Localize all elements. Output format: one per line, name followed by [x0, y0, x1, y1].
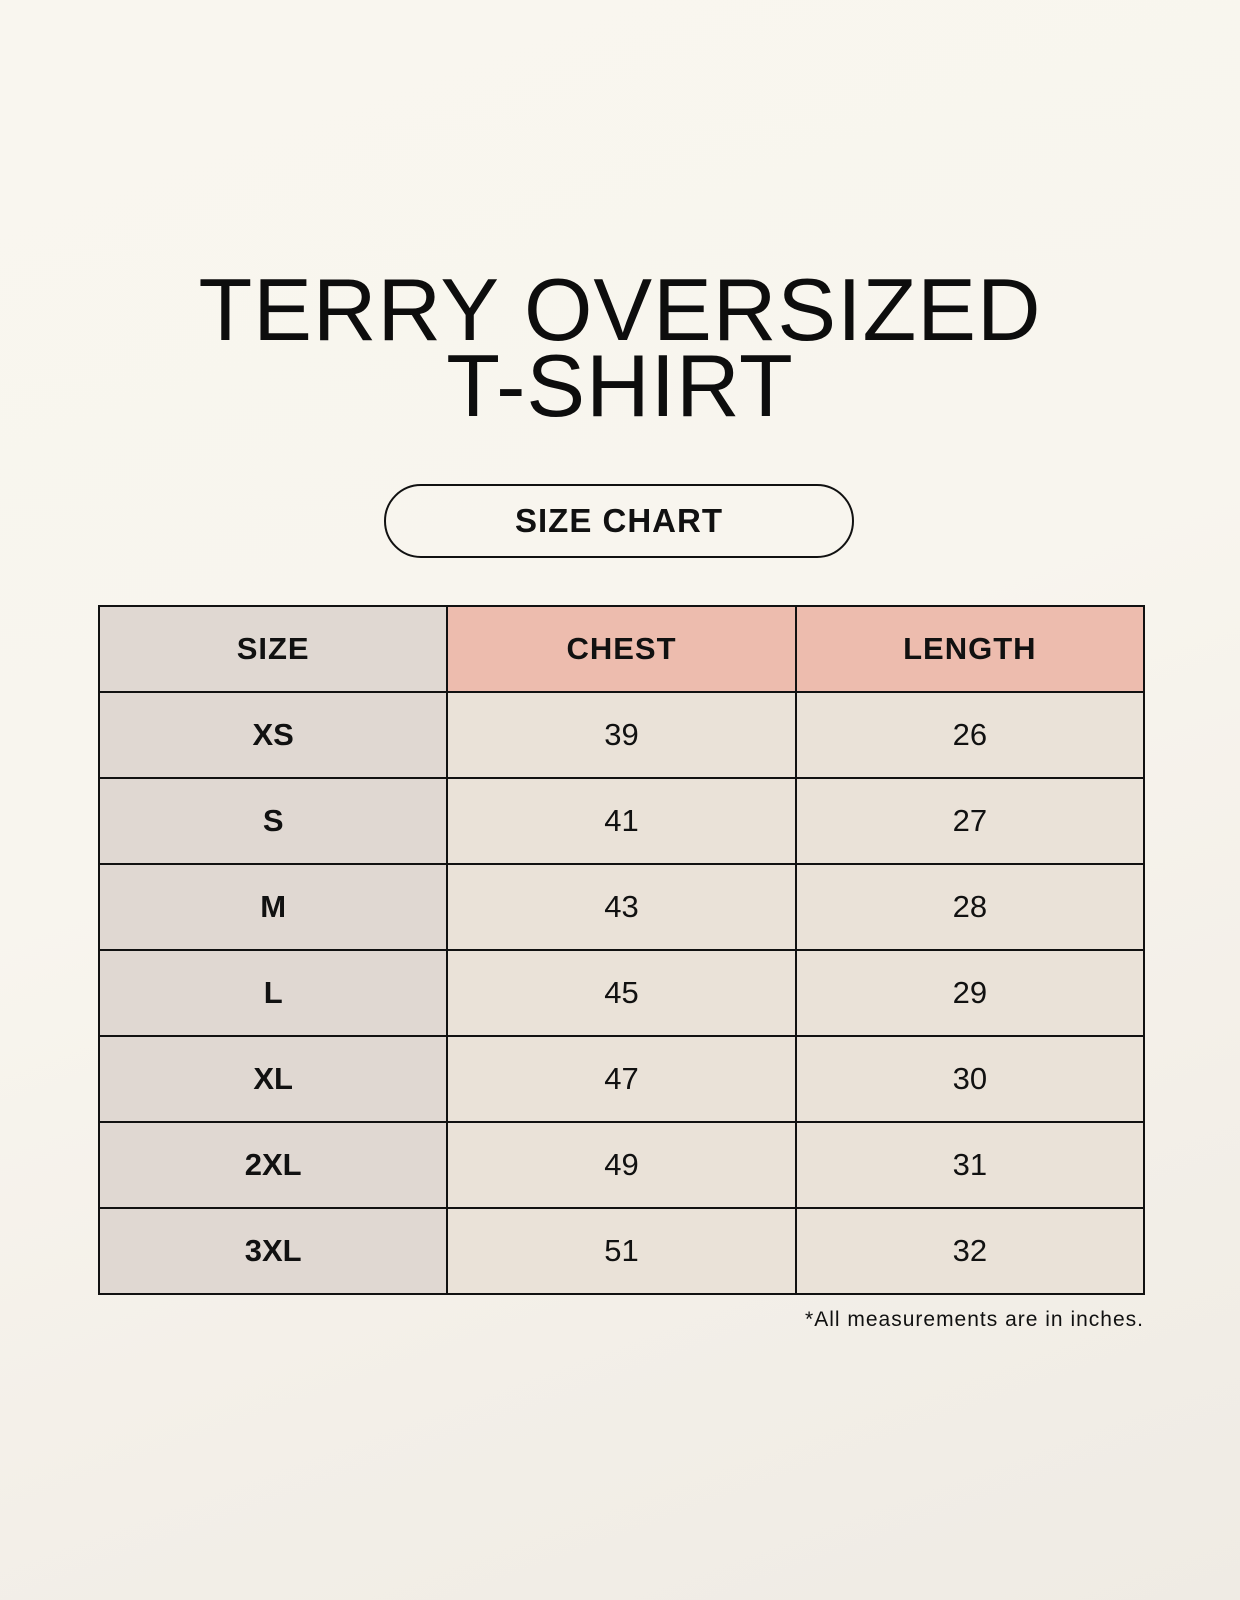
- page-title: TERRY OVERSIZED T-SHIRT: [0, 260, 1240, 435]
- table-row: S 41 27: [97, 777, 1146, 865]
- table-header-row: SIZE CHEST LENGTH: [97, 605, 1146, 693]
- chest-cell: 43: [446, 863, 797, 951]
- size-table: SIZE CHEST LENGTH XS 39 26 S 41 27 M 43 28 L 45 29 X…: [97, 605, 1146, 1295]
- chest-cell: 49: [446, 1121, 797, 1209]
- length-cell: 32: [794, 1207, 1146, 1295]
- length-cell: 26: [794, 691, 1146, 779]
- size-cell: 3XL: [97, 1207, 449, 1295]
- size-cell: M: [97, 863, 449, 951]
- table-row: 3XL 51 32: [97, 1207, 1146, 1295]
- length-cell: 31: [794, 1121, 1146, 1209]
- size-cell: XL: [97, 1035, 449, 1123]
- chest-cell: 39: [446, 691, 797, 779]
- table-row: 2XL 49 31: [97, 1121, 1146, 1209]
- chest-cell: 47: [446, 1035, 797, 1123]
- footnote: *All measurements are in inches.: [805, 1308, 1144, 1331]
- table-row: XS 39 26: [97, 691, 1146, 779]
- length-cell: 30: [794, 1035, 1146, 1123]
- length-cell: 29: [794, 949, 1146, 1037]
- size-cell: L: [97, 949, 449, 1037]
- header-chest: CHEST: [446, 605, 797, 693]
- chest-cell: 51: [446, 1207, 797, 1295]
- size-cell: 2XL: [97, 1121, 449, 1209]
- size-chart-badge: SIZE CHART: [384, 484, 854, 558]
- table-row: M 43 28: [97, 863, 1146, 951]
- chest-cell: 45: [446, 949, 797, 1037]
- title-line-1: TERRY OVERSIZED: [198, 260, 1042, 359]
- length-cell: 28: [794, 863, 1146, 951]
- table-row: XL 47 30: [97, 1035, 1146, 1123]
- chest-cell: 41: [446, 777, 797, 865]
- length-cell: 27: [794, 777, 1146, 865]
- size-cell: XS: [97, 691, 449, 779]
- table-row: L 45 29: [97, 949, 1146, 1037]
- size-cell: S: [97, 777, 449, 865]
- header-length: LENGTH: [794, 605, 1146, 693]
- header-size: SIZE: [97, 605, 449, 693]
- title-line-2: T-SHIRT: [446, 336, 794, 435]
